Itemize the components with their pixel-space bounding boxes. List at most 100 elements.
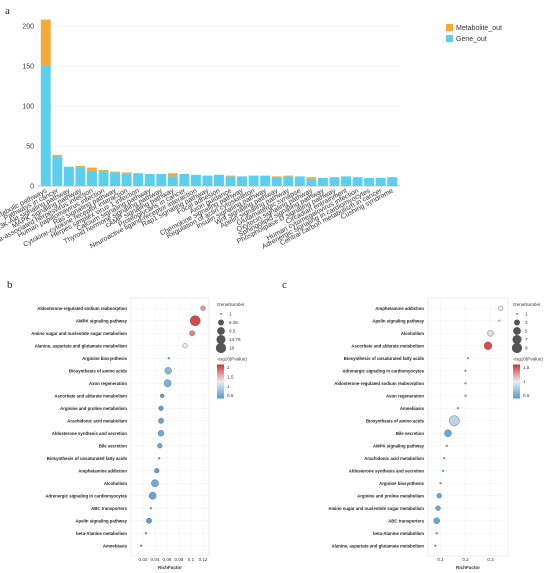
pathway-label: Aldosterone-regulated sodium reabsorptio… [334, 381, 424, 386]
pathway-label: Aldosterone synthesis and secretion [52, 431, 128, 436]
color-legend-bar [217, 364, 224, 399]
pathway-label: Alanine, aspartate and glutamate metabol… [35, 343, 128, 348]
bar-segment-gene-out [75, 167, 86, 186]
color-legend-label: 1 [227, 384, 230, 389]
pathway-label: Axon regeneration [89, 381, 127, 386]
data-point [149, 507, 152, 510]
data-point [483, 341, 493, 350]
data-point [464, 382, 467, 385]
size-legend-dot [513, 327, 521, 335]
data-point [466, 357, 470, 360]
bar-segment-gene-out [202, 175, 213, 186]
color-legend-label: 0.5 [227, 393, 234, 398]
bar-segment-gene-out [375, 178, 386, 186]
bar-segment-metabolite-out [121, 172, 132, 174]
data-point [158, 405, 164, 411]
data-point [182, 343, 188, 349]
size-legend-dot [215, 342, 227, 354]
pathway-label: Bile secretion [396, 431, 425, 436]
data-point [445, 444, 448, 447]
y-tick-label: 150 [22, 63, 34, 70]
panel-letter-c: c [282, 279, 287, 291]
data-point [456, 407, 460, 410]
size-legend-label: 3 [525, 320, 528, 325]
data-point [434, 544, 437, 547]
bar-segment-gene-out [329, 177, 340, 186]
pathway-label: Adrenergic signaling in cardiomyocytes [342, 368, 424, 373]
bar-segment-metabolite-out [40, 19, 51, 67]
data-point [160, 393, 165, 398]
data-point [146, 517, 152, 524]
size-legend-label: 18 [229, 346, 235, 351]
x-tick-label: 0.04 [151, 557, 160, 562]
bar-segment-gene-out [52, 156, 63, 186]
size-legend-label: 9 [525, 346, 528, 351]
x-axis-label: RichFactor [456, 565, 480, 570]
data-point [189, 315, 201, 327]
pathway-label: Arachidonic acid metabolism [67, 418, 127, 423]
y-tick-label: 200 [22, 23, 34, 30]
bar-segment-gene-out [156, 174, 167, 186]
bar-segment-gene-out [294, 176, 305, 186]
pathway-label: Amphetamine addiction [375, 306, 424, 311]
data-point [435, 505, 441, 511]
pathway-label: Aldosterone synthesis and secretion [349, 468, 425, 473]
pathway-label: AMPK signaling pathway [373, 443, 425, 448]
bar-segment-metabolite-out [271, 176, 282, 178]
data-point [158, 457, 161, 460]
color-legend-label: 0.5 [523, 393, 530, 398]
pathway-label: Alcoholism [401, 331, 424, 336]
x-tick-label: 0.02 [139, 557, 148, 562]
bar-segment-gene-out [352, 177, 363, 186]
bar-segment-gene-out [110, 172, 121, 186]
bar-segment-metabolite-out [52, 154, 63, 157]
size-legend-label: 5.25 [229, 320, 238, 325]
pathway-label: beta-Alanine metabolism [373, 531, 424, 536]
pathway-label: AMPK signaling pathway [76, 318, 128, 323]
size-legend-label: 9.5 [229, 329, 236, 334]
bar-segment-gene-out [167, 176, 178, 186]
size-legend-label: 1 [229, 312, 232, 317]
x-tick-label: 0.08 [175, 557, 184, 562]
bar-segment-gene-out [179, 174, 190, 186]
pathway-label: Biosynthesis of unsaturated fatty acids [47, 456, 128, 461]
pathway-label: Arginine and proline metabolism [60, 406, 127, 411]
data-point [441, 469, 445, 472]
data-point [148, 491, 157, 500]
data-point [439, 482, 442, 485]
size-legend-label: 1 [525, 312, 528, 317]
bar-segment-gene-out [260, 175, 271, 186]
size-legend-dot [514, 319, 520, 326]
data-point [464, 394, 467, 397]
data-point [498, 319, 501, 322]
data-point [448, 415, 460, 427]
pathway-label: Arginine biosynthesis [379, 481, 424, 486]
pathway-label: Ascorbate and aldarate metabolism [54, 393, 127, 398]
size-legend-label: 7 [525, 337, 528, 342]
bar-segment-metabolite-out [110, 171, 121, 173]
data-point [487, 330, 494, 337]
bar-segment-metabolite-out [225, 175, 236, 177]
data-point [158, 417, 164, 424]
size-legend-dot [220, 313, 222, 315]
color-legend-label: 1 [523, 379, 526, 384]
size-legend-dot [512, 334, 522, 345]
pathway-label: beta-Alanine metabolism [76, 531, 127, 536]
bar-segment-gene-out [133, 173, 144, 186]
size-legend-dot [516, 313, 518, 315]
bar-segment-gene-out [40, 66, 51, 186]
pathway-label: Arginine biosynthesis [82, 356, 127, 361]
y-tick-label: 0 [30, 183, 34, 190]
pathway-label: Bile secretion [99, 443, 128, 448]
data-point [436, 493, 442, 499]
bar-segment-gene-out [225, 176, 236, 186]
pathway-label: Amino sugar and nucleotide sugar metabol… [328, 506, 424, 511]
x-tick-label: 0.1 [437, 557, 444, 562]
pathway-label: Amino sugar and nucleotide sugar metabol… [31, 331, 127, 336]
size-legend-title: GeneNumber [217, 302, 245, 307]
legend-swatch [446, 35, 453, 42]
bar-segment-gene-out [214, 174, 224, 186]
pathway-label: Amphetamine addiction [78, 468, 127, 473]
size-legend-dot [511, 342, 523, 354]
data-point [464, 369, 467, 372]
